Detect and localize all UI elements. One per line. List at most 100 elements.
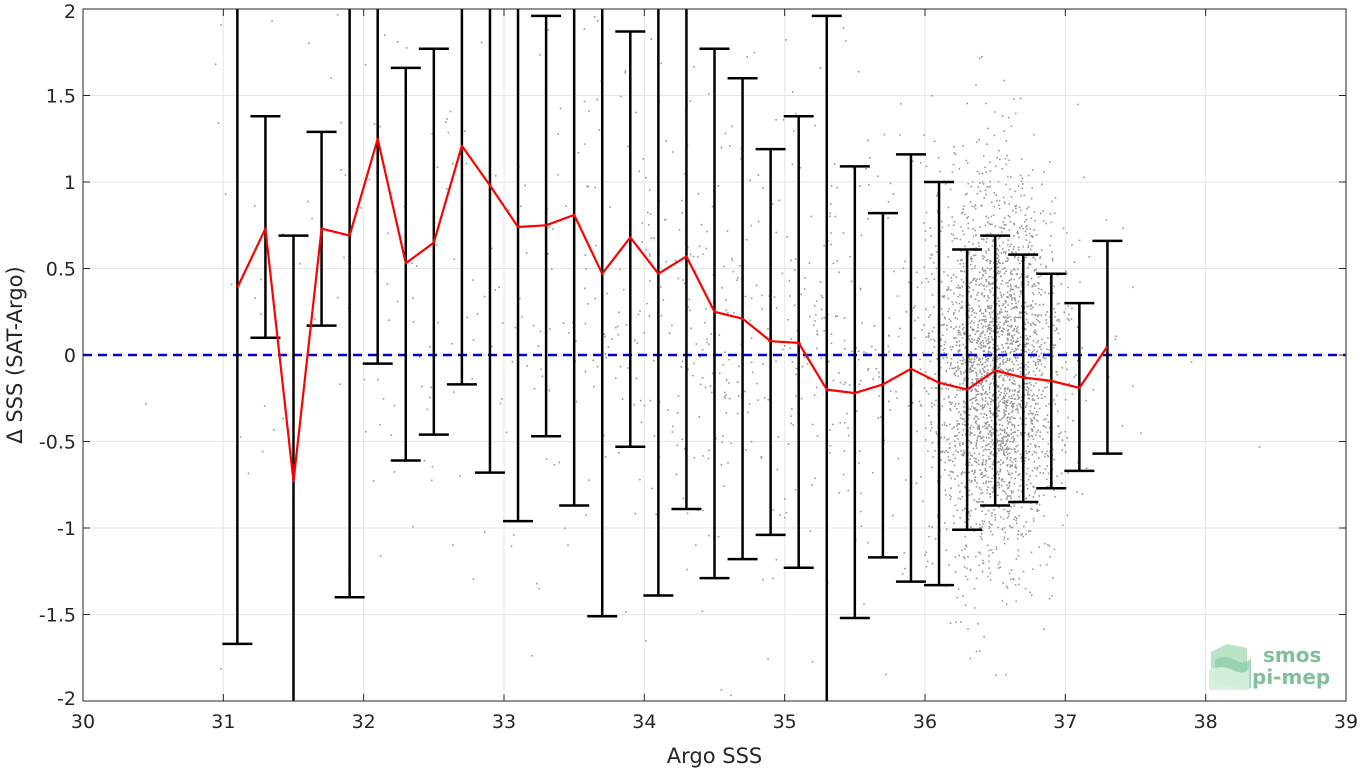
- scatter-point: [662, 299, 665, 301]
- scatter-point: [755, 284, 758, 287]
- scatter-point: [990, 305, 993, 307]
- scatter-point: [762, 187, 764, 189]
- scatter-point: [1028, 451, 1030, 453]
- scatter-point: [941, 280, 943, 283]
- scatter-point: [1053, 346, 1055, 349]
- scatter-point: [814, 320, 816, 322]
- scatter-point: [718, 334, 721, 336]
- scatter-point: [1042, 210, 1044, 212]
- scatter-point: [1046, 485, 1048, 488]
- scatter-point: [1021, 158, 1023, 160]
- scatter-point: [941, 307, 943, 310]
- scatter-point: [989, 579, 992, 581]
- scatter-point: [1016, 337, 1019, 340]
- scatter-point: [984, 337, 987, 339]
- scatter-point: [1002, 461, 1005, 463]
- scatter-point: [830, 185, 833, 187]
- scatter-point: [705, 308, 707, 310]
- scatter-point: [1010, 278, 1013, 281]
- scatter-point: [1033, 393, 1035, 396]
- scatter-point: [923, 387, 926, 389]
- scatter-point: [562, 322, 565, 324]
- scatter-point: [1001, 248, 1004, 250]
- scatter-point: [954, 435, 956, 437]
- scatter-point: [795, 373, 797, 376]
- scatter-point: [1031, 423, 1034, 425]
- scatter-point: [1005, 432, 1008, 434]
- scatter-point: [977, 384, 980, 387]
- scatter-point: [1006, 334, 1009, 336]
- scatter-point: [1010, 326, 1012, 328]
- scatter-point: [1058, 302, 1060, 305]
- scatter-point: [724, 351, 726, 353]
- scatter-point: [605, 356, 607, 359]
- scatter-point: [954, 556, 957, 558]
- scatter-point: [978, 172, 981, 175]
- scatter-point: [715, 437, 717, 440]
- scatter-point: [1001, 417, 1003, 420]
- scatter-point: [1014, 464, 1017, 466]
- scatter-point: [982, 270, 985, 272]
- scatter-point: [987, 338, 990, 340]
- scatter-point: [1010, 318, 1012, 321]
- scatter-point: [892, 514, 894, 517]
- scatter-point: [1008, 435, 1010, 437]
- scatter-point: [706, 341, 708, 344]
- scatter-point: [978, 278, 981, 280]
- scatter-point: [1005, 392, 1008, 395]
- scatter-point: [1019, 367, 1021, 369]
- scatter-point: [1006, 296, 1008, 298]
- scatter-point: [939, 366, 942, 369]
- scatter-point: [934, 387, 937, 389]
- scatter-point: [1012, 330, 1014, 332]
- scatter-point: [1018, 277, 1021, 279]
- scatter-point: [1002, 315, 1005, 318]
- scatter-point: [1018, 286, 1020, 289]
- scatter-point: [991, 320, 994, 323]
- scatter-point: [995, 318, 998, 321]
- scatter-point: [1003, 321, 1006, 324]
- scatter-point: [775, 558, 778, 561]
- scatter-point: [959, 359, 962, 362]
- scatter-point: [969, 360, 972, 363]
- scatter-point: [695, 544, 697, 546]
- scatter-point: [995, 273, 998, 276]
- scatter-point: [1024, 214, 1027, 216]
- scatter-point: [1051, 257, 1054, 260]
- scatter-point: [952, 460, 954, 463]
- scatter-point: [964, 370, 966, 372]
- scatter-point: [1016, 316, 1019, 319]
- scatter-point: [980, 488, 982, 491]
- scatter-point: [998, 327, 1001, 330]
- scatter-point: [1033, 349, 1036, 351]
- scatter-point: [360, 207, 362, 209]
- scatter-point: [991, 439, 994, 441]
- scatter-point: [677, 395, 680, 397]
- scatter-point: [1067, 286, 1069, 289]
- scatter-point: [1020, 490, 1023, 492]
- scatter-point: [1038, 346, 1041, 348]
- scatter-point: [981, 238, 983, 240]
- scatter-point: [994, 111, 996, 113]
- scatter-point: [984, 392, 986, 395]
- scatter-point: [1002, 196, 1005, 199]
- scatter-point: [997, 567, 1000, 569]
- scatter-point: [947, 564, 950, 566]
- scatter-point: [966, 102, 968, 105]
- scatter-point: [969, 428, 971, 430]
- scatter-point: [956, 475, 959, 477]
- scatter-point: [954, 435, 957, 438]
- scatter-point: [980, 382, 983, 385]
- scatter-point: [1049, 244, 1051, 247]
- scatter-point: [1049, 450, 1051, 453]
- scatter-point: [1013, 505, 1016, 507]
- scatter-point: [687, 246, 689, 249]
- scatter-point: [929, 429, 932, 432]
- scatter-point: [878, 395, 881, 397]
- scatter-point: [859, 287, 862, 290]
- scatter-point: [999, 400, 1002, 403]
- scatter-point: [963, 358, 965, 361]
- scatter-point: [980, 394, 983, 396]
- scatter-point: [699, 383, 702, 386]
